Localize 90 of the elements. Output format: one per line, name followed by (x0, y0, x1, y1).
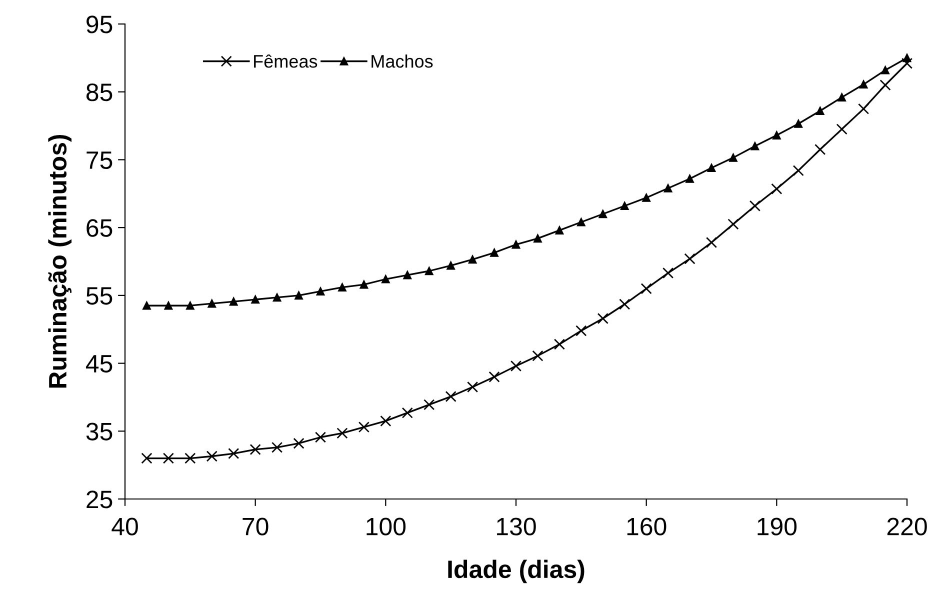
x-tick-label: 100 (366, 518, 406, 536)
point (640, 283, 652, 294)
point (424, 399, 435, 410)
point (445, 390, 456, 402)
y-tick-label: 35 (86, 422, 112, 440)
x-tick-label: 160 (627, 518, 666, 536)
point (794, 120, 803, 128)
point (272, 293, 282, 302)
point (468, 255, 477, 264)
point (684, 253, 696, 264)
y-tick-label: 55 (86, 287, 112, 305)
point (490, 248, 498, 257)
point (598, 210, 608, 218)
point (771, 183, 782, 194)
point (554, 338, 565, 350)
point (880, 80, 891, 91)
point (707, 164, 716, 172)
point (901, 58, 913, 69)
point (358, 422, 370, 433)
y-tick-label: 65 (86, 219, 112, 237)
point (164, 301, 173, 310)
point (272, 442, 283, 453)
x-axis-title: Idade (dias) (448, 560, 584, 584)
point (532, 350, 544, 362)
point (838, 93, 846, 102)
point (403, 270, 412, 280)
point (424, 266, 434, 276)
point (380, 415, 392, 427)
point (792, 165, 804, 176)
point (251, 295, 260, 304)
x-tick-label: 130 (497, 518, 536, 536)
point (686, 174, 694, 183)
point (141, 452, 152, 464)
point (750, 142, 760, 150)
x-tick-label: 220 (887, 518, 927, 536)
point (208, 299, 216, 308)
y-tick-label: 75 (86, 152, 112, 170)
y-tick-label: 45 (86, 355, 112, 373)
point (510, 360, 522, 372)
point (250, 444, 261, 456)
point (642, 194, 650, 202)
point (293, 438, 304, 449)
x-tick-label: 190 (758, 518, 797, 536)
point (772, 131, 781, 140)
x-tick-label: 70 (242, 518, 268, 536)
point (576, 325, 587, 336)
point (662, 267, 674, 279)
point (749, 200, 760, 212)
y-axis-title: Ruminação (minutos) (48, 134, 72, 388)
point (729, 154, 738, 162)
point (184, 452, 196, 464)
point (816, 106, 824, 116)
point (619, 298, 630, 310)
point (360, 280, 368, 289)
point (597, 312, 608, 324)
point (316, 287, 325, 296)
point (620, 202, 629, 210)
point (555, 226, 564, 234)
y-tick-label: 85 (86, 83, 112, 102)
x-tick-label: 40 (112, 518, 138, 536)
point (664, 184, 672, 192)
point (206, 450, 218, 462)
point (488, 371, 500, 382)
point (186, 301, 194, 310)
point (512, 240, 520, 249)
point (534, 234, 542, 243)
point (446, 261, 455, 270)
point (382, 274, 390, 284)
y-tick-label: 95 (86, 16, 112, 34)
point (836, 124, 848, 135)
point (728, 218, 739, 230)
point (706, 236, 718, 248)
point (577, 218, 586, 226)
point (402, 407, 413, 418)
y-tick-label: 25 (86, 490, 112, 508)
point (338, 283, 346, 292)
point (228, 448, 240, 460)
point (814, 144, 826, 156)
point (881, 66, 890, 74)
point (314, 432, 326, 443)
point (229, 297, 238, 306)
point (142, 301, 151, 310)
point (859, 80, 868, 89)
legend-label: Fêmeas (254, 54, 318, 68)
point (162, 452, 174, 464)
point (858, 103, 870, 114)
point (467, 381, 478, 393)
point (294, 291, 303, 300)
point (336, 428, 348, 439)
legend-label: Machos (372, 54, 433, 68)
